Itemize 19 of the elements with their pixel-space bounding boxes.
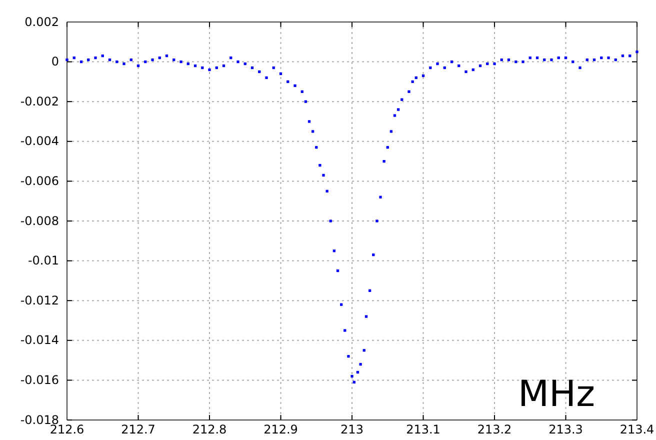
y-tick-label: -0.008 xyxy=(20,214,59,228)
y-tick-label: -0.012 xyxy=(20,293,59,308)
y-tick-label: -0.014 xyxy=(20,333,59,348)
x-tick-label: 212.7 xyxy=(121,422,156,437)
y-tick-label: 0.002 xyxy=(24,14,59,29)
y-tick-label: -0.002 xyxy=(20,94,59,108)
x-tick-label: 213.2 xyxy=(477,422,512,437)
x-tick-label: 213.1 xyxy=(406,422,440,437)
y-tick-label: -0.004 xyxy=(20,134,59,148)
x-tick-label: 212.8 xyxy=(192,422,227,437)
y-tick-label: -0.016 xyxy=(20,373,59,388)
x-tick-label: 212.9 xyxy=(264,422,298,437)
x-tick-label: 213.4 xyxy=(620,422,654,437)
y-tick-label: -0.01 xyxy=(28,254,59,268)
x-tick-label: 213 xyxy=(340,422,364,437)
x-tick-label: 213.3 xyxy=(548,422,583,437)
annotation: MHz xyxy=(518,374,595,415)
y-tick-label: 0 xyxy=(51,54,59,69)
y-tick-label: -0.006 xyxy=(20,174,59,188)
